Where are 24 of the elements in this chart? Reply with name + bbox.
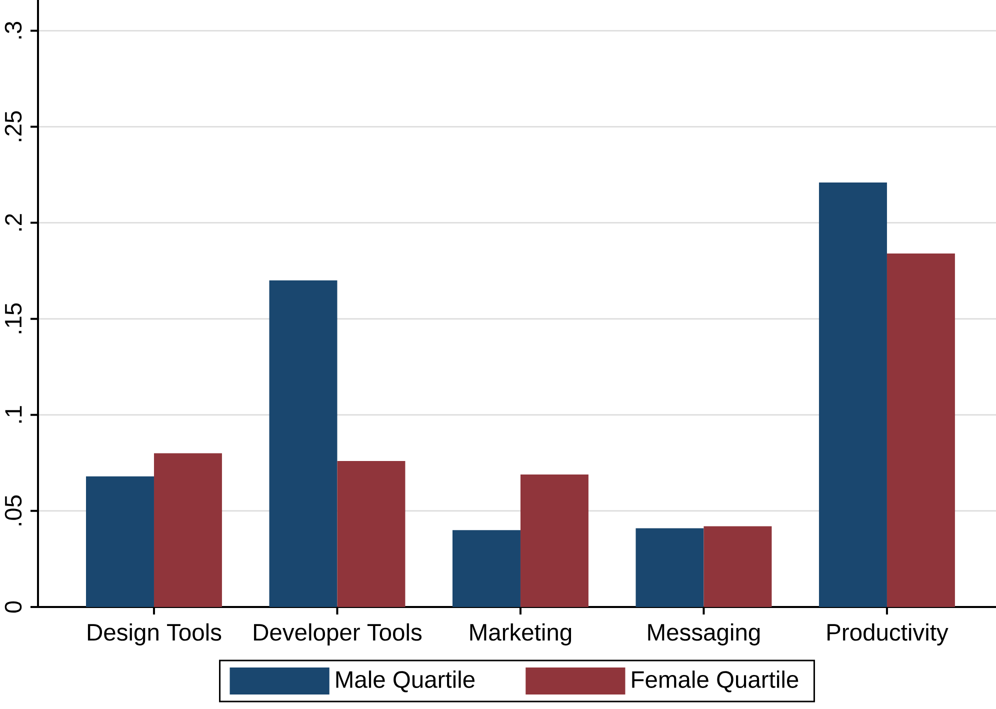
bar [818, 182, 887, 607]
y-tick-label: .25 [4, 111, 22, 142]
legend-label: Female Quartile [632, 670, 798, 692]
bar [704, 526, 772, 607]
legend-label: Male Quartile [336, 670, 475, 692]
bar [86, 476, 154, 607]
y-tick-label: .05 [4, 495, 22, 526]
bar [886, 254, 955, 607]
bar [452, 530, 520, 607]
y-tick-label: .15 [5, 303, 22, 334]
x-tick-label: Developer Tools [254, 623, 422, 646]
x-tick-label: Design Tools [88, 623, 222, 646]
bar [520, 474, 588, 607]
bar [269, 280, 338, 607]
bar [154, 453, 222, 607]
bar [337, 460, 406, 607]
bar [636, 528, 704, 607]
x-tick-label: Marketing [470, 623, 572, 646]
y-tick-label: 0 [4, 601, 22, 613]
y-tick-label: .1 [5, 406, 22, 423]
x-tick-label: Productivity [828, 623, 948, 646]
y-tick-label: .3 [4, 22, 22, 38]
x-tick-label: Messaging [648, 623, 760, 646]
y-tick-label: .2 [5, 214, 22, 231]
